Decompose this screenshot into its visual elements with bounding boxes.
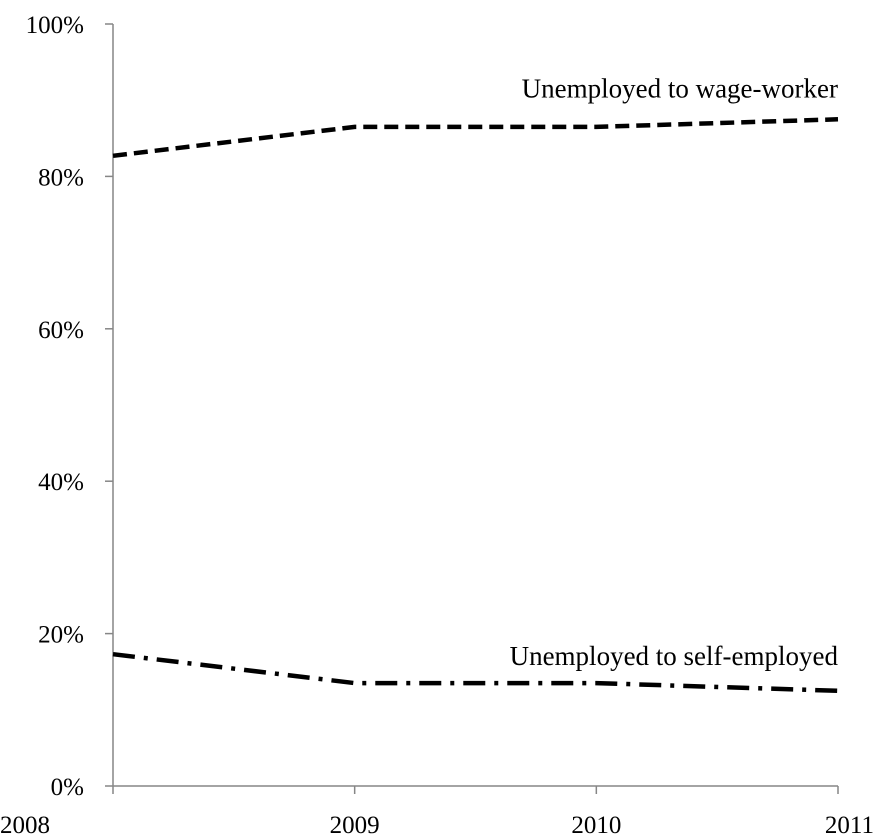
y-axis-ticks: 0% 20% 40% 60% 80% 100% — [26, 12, 113, 801]
y-tick-label: 20% — [38, 622, 84, 649]
series-label-wage-worker: Unemployed to wage-worker — [522, 73, 838, 103]
x-axis-ticks: 2008 2009 2010 2011 — [0, 786, 874, 839]
series-group — [112, 117, 839, 694]
series-line-wage-worker — [112, 117, 839, 159]
x-tick-label: 2009 — [330, 812, 380, 839]
series-label-self-employed: Unemployed to self-employed — [510, 641, 839, 671]
series-line-self-employed — [112, 651, 839, 694]
x-tick-label: 2010 — [571, 812, 621, 839]
y-tick-label: 60% — [38, 317, 84, 344]
plot-area: 0% 20% 40% 60% 80% 100% 2008 2009 2010 2011 Unem… — [0, 12, 874, 839]
y-tick-label: 100% — [26, 12, 84, 39]
x-tick-label: 2008 — [0, 812, 50, 839]
y-tick-label: 80% — [38, 164, 84, 191]
x-tick-label: 2011 — [825, 812, 874, 839]
y-tick-label: 0% — [51, 774, 84, 801]
y-tick-label: 40% — [38, 469, 84, 496]
